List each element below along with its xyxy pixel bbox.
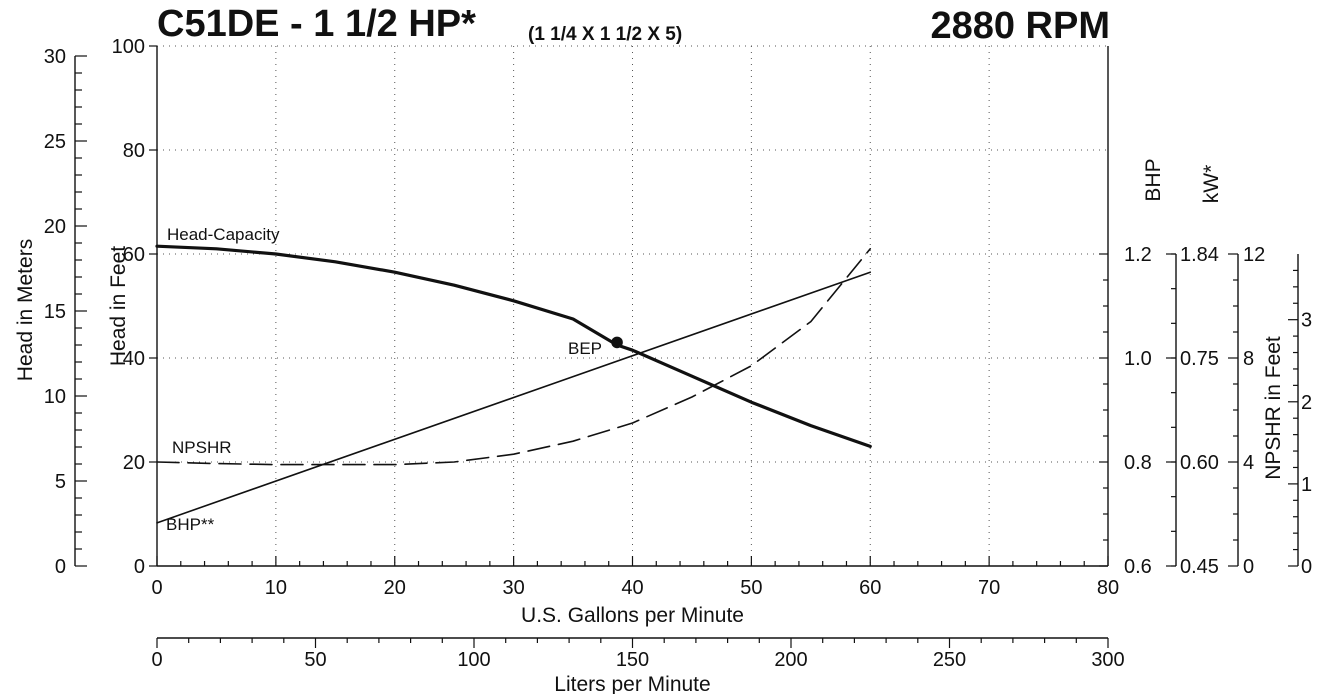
- y-kw-tick-label: 0.75: [1180, 348, 1219, 370]
- x-liters-tick-label: 250: [933, 649, 966, 671]
- y-npshr-ft-tick-label: 4: [1243, 452, 1254, 474]
- y-kw-tick-label: 0.45: [1180, 556, 1219, 578]
- x-liters-tick-label: 0: [151, 649, 162, 671]
- y-npshr-axis-label: NPSHR in Feet: [1262, 336, 1285, 480]
- y-feet-tick-label: 100: [112, 36, 145, 58]
- y-feet-axis-label: Head in Feet: [107, 246, 130, 366]
- y-bhp-tick-label: 1.0: [1124, 348, 1152, 370]
- y-meters-tick-label: 25: [44, 131, 66, 153]
- npshr-curve: [156, 248, 872, 466]
- y-bhp-tick-label: 0.8: [1124, 452, 1152, 474]
- y-meters-tick-label: 5: [55, 471, 66, 493]
- x-gpm-tick-label: 70: [978, 577, 1000, 599]
- series-layer: [155, 244, 872, 524]
- y-kw-tick-label: 1.84: [1180, 244, 1219, 266]
- y-meters-axis-label: Head in Meters: [14, 239, 37, 381]
- head-capacity-curve: [155, 244, 872, 448]
- x-liters-tick-label: 300: [1091, 649, 1124, 671]
- x-gpm-tick-label: 80: [1097, 577, 1119, 599]
- x-gpm-tick-label: 0: [151, 577, 162, 599]
- head-capacity-label: Head-Capacity: [167, 225, 280, 244]
- bhp--curve: [156, 271, 872, 524]
- chart-subtitle: (1 1/4 X 1 1/2 X 5): [528, 24, 682, 45]
- rpm-label: 2880 RPM: [930, 5, 1110, 47]
- y-meters-tick-label: 0: [55, 556, 66, 578]
- y-feet-tick-label: 20: [123, 452, 145, 474]
- y-feet-tick-label: 80: [123, 140, 145, 162]
- y-bhp-tick-label: 0.6: [1124, 556, 1152, 578]
- y-npshr-m-tick-label: 1: [1301, 474, 1312, 496]
- y-meters-tick-label: 20: [44, 216, 66, 238]
- bep-label: BEP: [568, 339, 602, 358]
- x-gpm-tick-label: 20: [384, 577, 406, 599]
- npshr-label: NPSHR: [172, 438, 232, 457]
- x-gpm-axis-label: U.S. Gallons per Minute: [521, 604, 744, 627]
- y-npshr-ft-tick-label: 12: [1243, 244, 1265, 266]
- y-npshr-m-tick-label: 0: [1301, 556, 1312, 578]
- annotation-layer: Head-Capacity NPSHR BHP** BEP: [166, 225, 623, 534]
- x-liters-tick-label: 100: [457, 649, 490, 671]
- bep-marker: [611, 336, 623, 349]
- y-npshr-m-tick-label: 2: [1301, 392, 1312, 414]
- y-meters-tick-label: 15: [44, 301, 66, 323]
- x-liters-tick-label: 200: [774, 649, 807, 671]
- y-bhp-axis-label: BHP: [1142, 158, 1165, 201]
- x-gpm-tick-label: 60: [859, 577, 881, 599]
- y-meters-tick-label: 30: [44, 46, 66, 68]
- y-npshr-m-tick-label: 3: [1301, 310, 1312, 332]
- x-gpm-tick-label: 10: [265, 577, 287, 599]
- y-feet-tick-label: 40: [123, 348, 145, 370]
- bhp-label: BHP**: [166, 515, 215, 534]
- y-kw-tick-label: 0.60: [1180, 452, 1219, 474]
- y-bhp-tick-label: 1.2: [1124, 244, 1152, 266]
- chart-title: C51DE - 1 1/2 HP*: [157, 3, 476, 45]
- x-gpm-tick-label: 50: [740, 577, 762, 599]
- x-liters-tick-label: 150: [616, 649, 649, 671]
- y-npshr-ft-tick-label: 8: [1243, 348, 1254, 370]
- x-liters-tick-label: 50: [304, 649, 326, 671]
- y-kw-axis-label: kW*: [1200, 165, 1223, 204]
- y-feet-tick-label: 60: [123, 244, 145, 266]
- y-meters-tick-label: 10: [44, 386, 66, 408]
- x-gpm-tick-label: 40: [621, 577, 643, 599]
- x-liters-axis-label: Liters per Minute: [554, 673, 710, 694]
- y-npshr-ft-tick-label: 0: [1243, 556, 1254, 578]
- x-gpm-tick-label: 30: [503, 577, 525, 599]
- plot-area: [157, 45, 1108, 566]
- y-feet-tick-label: 0: [134, 556, 145, 578]
